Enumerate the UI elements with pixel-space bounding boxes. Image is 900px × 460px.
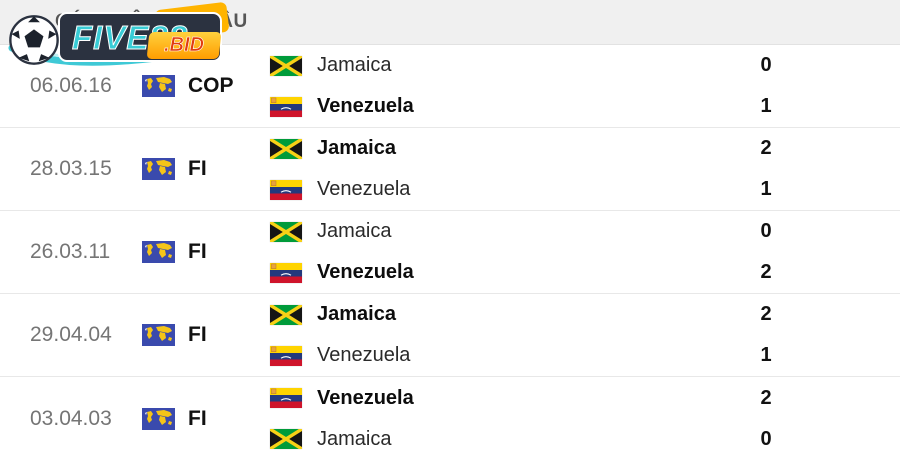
team-line: Venezuela 1: [270, 94, 780, 119]
team-line: Venezuela 2: [270, 386, 780, 411]
team-score: 0: [760, 220, 772, 242]
competition: FI: [142, 157, 270, 181]
team-line: Jamaica 2: [270, 136, 780, 161]
team-score-block: Venezuela 2: [270, 386, 900, 452]
brand-logo[interactable]: FIVE88 .BID: [6, 1, 236, 66]
team-flag: [270, 388, 302, 408]
competition: FI: [142, 407, 270, 431]
team-score: 1: [760, 178, 772, 200]
competition-label: FI: [188, 240, 207, 263]
soccer-ball-icon: [9, 15, 59, 65]
team-line: Venezuela 1: [270, 177, 780, 202]
match-date: 29.04.04: [30, 323, 112, 346]
jamaica-flag-icon: [270, 138, 302, 159]
match-row: 28.03.15 FI: [0, 128, 900, 211]
competition-label: FI: [188, 406, 207, 430]
team-flag: [270, 138, 302, 159]
team-score: 2: [760, 303, 772, 325]
team-line: Venezuela 1: [270, 343, 780, 368]
team-score-block: Jamaica 0: [270, 53, 900, 119]
competition-label: FI: [188, 323, 207, 346]
match-row: 29.04.04 FI: [0, 294, 900, 377]
team-name: Jamaica: [317, 137, 396, 159]
competition-badge-icon: [142, 324, 175, 346]
team-flag: [270, 221, 302, 242]
venezuela-flag-icon: [270, 96, 302, 117]
match-row: 03.04.03 FI: [0, 377, 900, 460]
team-score: 2: [760, 386, 772, 409]
venezuela-flag-icon: [270, 179, 302, 200]
competition-badge-icon: [142, 407, 175, 430]
jamaica-flag-icon: [270, 429, 302, 449]
competition-label: COP: [188, 74, 234, 97]
team-score-block: Jamaica 2: [270, 136, 900, 202]
team-line: Jamaica 0: [270, 219, 780, 244]
team-line: Jamaica 0: [270, 427, 780, 452]
logo-tld-tab: .BID: [146, 32, 222, 59]
team-score: 2: [760, 261, 772, 283]
competition-badge-icon: [142, 241, 175, 263]
venezuela-flag-icon: [270, 388, 302, 408]
jamaica-flag-icon: [270, 55, 302, 76]
brand-tld: .BID: [164, 34, 205, 57]
venezuela-flag-icon: [270, 262, 302, 283]
team-score: 1: [760, 344, 772, 366]
team-score: 2: [760, 137, 772, 159]
team-flag: [270, 429, 302, 449]
team-name: Venezuela: [317, 386, 414, 409]
team-flag: [270, 304, 302, 325]
jamaica-flag-icon: [270, 304, 302, 325]
team-name: Venezuela: [317, 344, 411, 366]
team-score: 1: [760, 95, 772, 117]
competition: COP: [142, 74, 270, 98]
team-flag: [270, 96, 302, 117]
team-name: Venezuela: [317, 261, 414, 283]
team-flag: [270, 345, 302, 366]
competition-badge-icon: [142, 75, 175, 97]
competition: FI: [142, 240, 270, 264]
match-row: 26.03.11 FI: [0, 211, 900, 294]
team-score: 0: [760, 54, 772, 76]
team-flag: [270, 179, 302, 200]
team-name: Jamaica: [317, 54, 392, 76]
team-line: Jamaica 0: [270, 53, 780, 78]
team-flag: [270, 262, 302, 283]
match-date: 26.03.11: [30, 240, 111, 263]
team-name: Venezuela: [317, 178, 411, 200]
team-score-block: Jamaica 0: [270, 219, 900, 285]
team-flag: [270, 55, 302, 76]
match-date: 03.04.03: [30, 406, 112, 430]
match-list: 06.06.16 COP: [0, 45, 900, 460]
team-line: Jamaica 2: [270, 302, 780, 327]
competition: FI: [142, 323, 270, 347]
jamaica-flag-icon: [270, 221, 302, 242]
team-name: Jamaica: [317, 303, 396, 325]
team-score: 0: [760, 427, 772, 450]
venezuela-flag-icon: [270, 345, 302, 366]
team-name: Jamaica: [317, 427, 392, 450]
competition-badge-icon: [142, 158, 175, 180]
match-date: 06.06.16: [30, 74, 112, 97]
match-date: 28.03.15: [30, 157, 112, 180]
team-name: Jamaica: [317, 220, 392, 242]
team-line: Venezuela 2: [270, 260, 780, 285]
team-score-block: Jamaica 2: [270, 302, 900, 368]
team-name: Venezuela: [317, 95, 414, 117]
competition-label: FI: [188, 157, 207, 180]
